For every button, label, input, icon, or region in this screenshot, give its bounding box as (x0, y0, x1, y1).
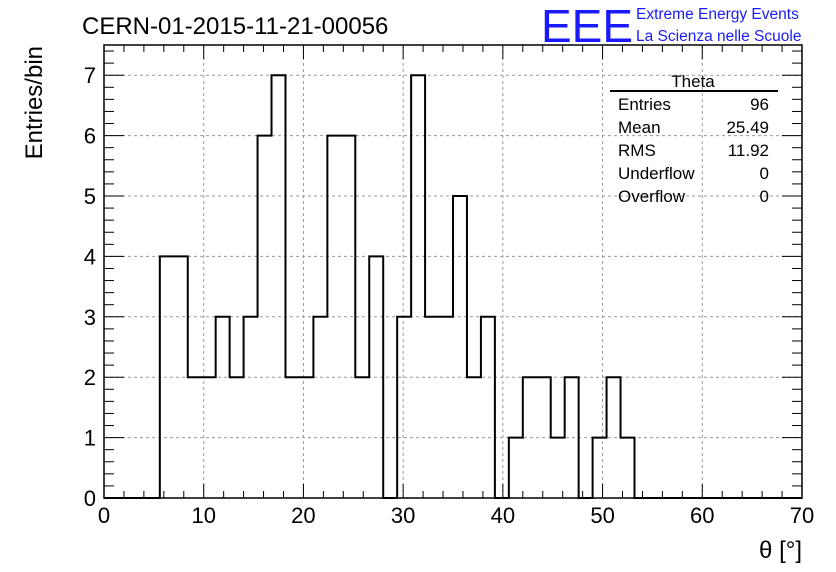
x-axis-label: θ [°] (759, 537, 802, 564)
y-tick-label: 2 (84, 365, 96, 390)
y-tick-label: 3 (84, 305, 96, 330)
histogram-line (104, 74, 802, 499)
histogram-series (104, 74, 802, 499)
y-tick-label: 5 (84, 184, 96, 209)
x-tick-label: 40 (491, 503, 515, 528)
stats-box: Theta Entries 96 Mean 25.49 RMS 11.92 Underflo… (610, 72, 778, 206)
stats-row-value: 25.49 (726, 118, 769, 137)
logo-subtitle-line1: Extreme Energy Events (636, 6, 799, 23)
stats-box-title: Theta (671, 72, 715, 91)
plot-frame (103, 44, 803, 499)
axes (103, 44, 803, 499)
stats-row-value: 96 (750, 95, 769, 114)
tick-labels: 0 10 20 30 40 50 60 70 0 1 2 3 4 5 6 7 (84, 63, 814, 528)
x-tick-label: 30 (391, 503, 415, 528)
stats-row-value: 11.92 (728, 141, 769, 160)
y-tick-label: 4 (84, 244, 96, 269)
logo-text: EEE (541, 0, 633, 52)
y-tick-label: 1 (84, 426, 96, 451)
eee-logo: EEE Extreme Energy Events La Scienza nel… (541, 0, 801, 52)
y-tick-label: 6 (84, 124, 96, 149)
stats-row-value: 0 (760, 164, 769, 183)
x-tick-label: 60 (690, 503, 714, 528)
y-axis-label: Entries/bin (21, 46, 48, 159)
logo-subtitle-line2: La Scienza nelle Scuole (636, 28, 801, 45)
x-tick-label: 0 (98, 503, 110, 528)
stats-row-label: Entries (618, 95, 671, 114)
stats-row-label: Overflow (618, 187, 686, 206)
y-tick-label: 7 (84, 63, 96, 88)
stats-row-label: Mean (618, 118, 661, 137)
x-tick-label: 10 (191, 503, 215, 528)
run-title: CERN-01-2015-11-21-00056 (82, 13, 388, 40)
stats-row-label: RMS (618, 141, 656, 160)
x-tick-label: 50 (590, 503, 614, 528)
stats-row-value: 0 (760, 187, 769, 206)
x-tick-label: 70 (790, 503, 814, 528)
stats-row-label: Underflow (618, 164, 695, 183)
x-tick-label: 20 (291, 503, 315, 528)
y-tick-label: 0 (84, 486, 96, 511)
